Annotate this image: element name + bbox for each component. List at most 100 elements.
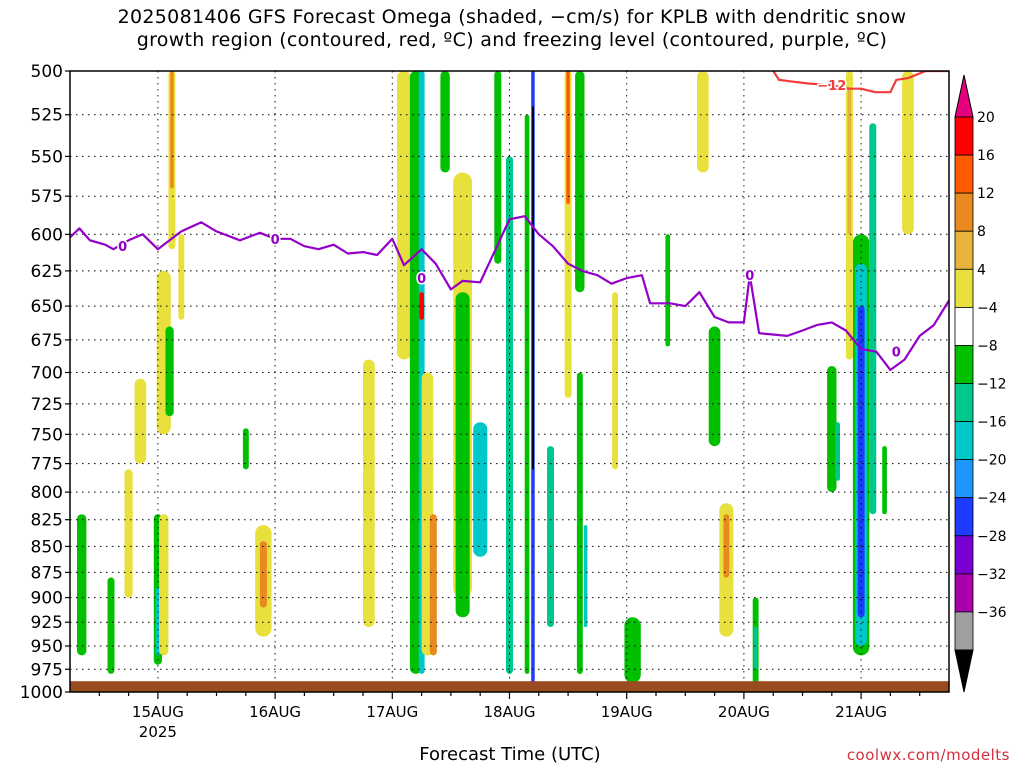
colorbar-segment bbox=[954, 421, 974, 461]
freezing-level-line-label-3: 0 bbox=[745, 269, 754, 284]
omega-region-34 bbox=[566, 71, 570, 204]
colorbar-segment bbox=[954, 344, 974, 384]
omega-region-3 bbox=[134, 378, 147, 464]
colorbar-label: 8 bbox=[977, 224, 986, 240]
colorbar-top-cap bbox=[954, 74, 974, 118]
x-tick-sublabel: 2025 bbox=[139, 723, 177, 741]
colorbar-segment bbox=[954, 268, 974, 308]
omega-region-22 bbox=[440, 71, 450, 173]
y-tick-label: 775 bbox=[31, 455, 63, 475]
x-axis-ticks: 15AUG 2025 16AUG 17AUG 18AUG 19AUG 20AUG 21AUG bbox=[98, 692, 921, 741]
y-tick-label: 550 bbox=[31, 147, 63, 167]
colorbar-label: 12 bbox=[977, 186, 995, 202]
dendritic-snow-line bbox=[772, 71, 949, 94]
freezing-level-line-label-1: 0 bbox=[271, 233, 280, 248]
freezing-level-line-label-0: 0 bbox=[118, 240, 127, 255]
omega-region-0 bbox=[77, 514, 87, 656]
colorbar-label: −32 bbox=[977, 567, 1007, 583]
y-tick-label: 825 bbox=[31, 511, 63, 531]
y-tick-label: 950 bbox=[31, 637, 63, 657]
omega-region-56 bbox=[902, 71, 914, 235]
y-tick-label: 850 bbox=[31, 537, 63, 557]
omega-region-32 bbox=[547, 446, 554, 627]
omega-region-47 bbox=[827, 366, 837, 493]
colorbar-label: −12 bbox=[977, 377, 1007, 393]
y-tick-label: 675 bbox=[31, 331, 63, 351]
omega-region-29 bbox=[506, 156, 513, 674]
colorbar-segment bbox=[954, 459, 974, 499]
freezing-level-line-label-2: 0 bbox=[417, 272, 426, 287]
terrain-fill bbox=[70, 681, 949, 692]
y-tick-label: 575 bbox=[31, 187, 63, 207]
omega-region-28 bbox=[524, 114, 530, 674]
y-tick-label: 600 bbox=[31, 225, 63, 245]
colorbar-label: −20 bbox=[977, 453, 1007, 469]
omega-region-16 bbox=[397, 71, 412, 360]
freezing-level-line-label-4: 0 bbox=[892, 346, 901, 361]
omega-region-37 bbox=[583, 525, 588, 627]
y-tick-label: 875 bbox=[31, 563, 63, 583]
y-tick-label: 525 bbox=[31, 106, 63, 126]
omega-region-12 bbox=[242, 428, 249, 470]
omega-region-44 bbox=[723, 514, 730, 578]
colorbar-segment bbox=[954, 611, 974, 651]
x-tick-label: 18AUG bbox=[484, 703, 536, 721]
omega-region-46 bbox=[753, 627, 758, 670]
colorbar-segment bbox=[954, 383, 974, 422]
omega-region-14 bbox=[259, 541, 267, 608]
chart-title: 2025081406 GFS Forecast Omega (shaded, −… bbox=[0, 6, 1024, 52]
y-axis-ticks: 500 525 550 575 600 625 650 675 700 725 750 775 800 8… bbox=[20, 62, 70, 703]
colorbar-label: −4 bbox=[977, 300, 998, 316]
y-tick-label: 625 bbox=[31, 262, 63, 282]
x-tick-label: 17AUG bbox=[366, 703, 418, 721]
omega-region-11 bbox=[159, 514, 169, 656]
colorbar-segment bbox=[954, 573, 974, 613]
y-tick-label: 925 bbox=[31, 613, 63, 633]
omega-region-17 bbox=[409, 71, 422, 674]
omega-region-24 bbox=[455, 292, 470, 618]
omega-region-38 bbox=[612, 292, 618, 470]
colorbar-label: −8 bbox=[977, 338, 998, 354]
colorbar-label: 20 bbox=[977, 110, 995, 126]
colorbar-label: −16 bbox=[977, 415, 1007, 431]
omega-region-40 bbox=[665, 234, 671, 347]
terrain-band bbox=[70, 681, 949, 692]
omega-region-55 bbox=[847, 88, 852, 235]
omega-region-21 bbox=[419, 292, 424, 320]
colorbar-label: 4 bbox=[977, 262, 986, 278]
y-tick-label: 650 bbox=[31, 297, 63, 317]
colorbar-label: 16 bbox=[977, 148, 995, 164]
omega-region-48 bbox=[835, 422, 840, 481]
x-tick-label: 16AUG bbox=[249, 703, 301, 721]
x-tick-label: 19AUG bbox=[601, 703, 653, 721]
y-tick-label: 500 bbox=[31, 62, 63, 82]
omega-region-15 bbox=[363, 359, 375, 627]
omega-shading bbox=[77, 71, 914, 683]
x-axis-label: Forecast Time (UTC) bbox=[419, 744, 601, 765]
omega-region-25 bbox=[473, 422, 488, 557]
omega-region-10 bbox=[178, 234, 185, 320]
credit-text: coolwx.com/modelts bbox=[846, 746, 1010, 764]
colorbar-segment bbox=[954, 192, 974, 232]
colorbar-bottom-cap bbox=[954, 649, 974, 693]
y-tick-label: 750 bbox=[31, 425, 63, 445]
colorbar-label: −28 bbox=[977, 529, 1007, 545]
colorbar-segment bbox=[954, 154, 974, 194]
gridlines bbox=[70, 71, 949, 692]
colorbar-segment bbox=[954, 535, 974, 575]
dendritic-snow-line-label-0: −12 bbox=[817, 79, 846, 94]
omega-region-36 bbox=[576, 372, 583, 674]
x-tick-label: 20AUG bbox=[718, 703, 770, 721]
colorbar-segment bbox=[954, 116, 974, 156]
colorbar-segment bbox=[954, 306, 974, 346]
y-tick-label: 700 bbox=[31, 364, 63, 384]
omega-region-35 bbox=[575, 71, 585, 293]
colorbar-label: −24 bbox=[977, 491, 1007, 507]
y-tick-label: 725 bbox=[31, 395, 63, 415]
omega-region-7 bbox=[165, 326, 174, 417]
colorbar-segment bbox=[954, 230, 974, 270]
freezing-level-line bbox=[70, 215, 949, 371]
y-tick-label: 1000 bbox=[20, 683, 63, 703]
colorbar-segment bbox=[954, 497, 974, 537]
